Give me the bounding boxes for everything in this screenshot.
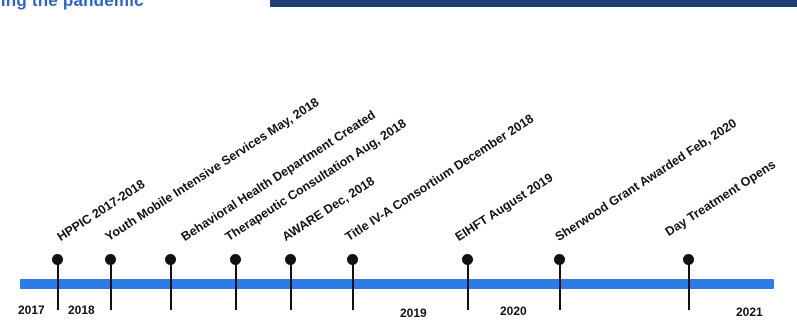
event-label: Day Treatment Opens [662,157,779,239]
year-label-2021: 2021 [736,305,763,319]
year-label-2018: 2018 [68,303,95,317]
event-label: EIHFT August 2019 [452,170,556,244]
event-dot [105,254,116,265]
event-dot [165,254,176,265]
event-dot [554,254,565,265]
header-bar [270,0,797,7]
timeline-bar [20,279,774,289]
event-dot [462,254,473,265]
event-label: Sherwood Grant Awarded Feb, 2020 [552,116,740,244]
event-dot [285,254,296,265]
event-dot [347,254,358,265]
year-label-2017: 2017 [18,303,45,317]
event-dot [230,254,241,265]
slide-title: ring the pandemic [0,0,144,10]
year-label-2019: 2019 [400,306,427,320]
event-dot [683,254,694,265]
year-label-2020: 2020 [500,304,527,318]
event-dot [52,254,63,265]
